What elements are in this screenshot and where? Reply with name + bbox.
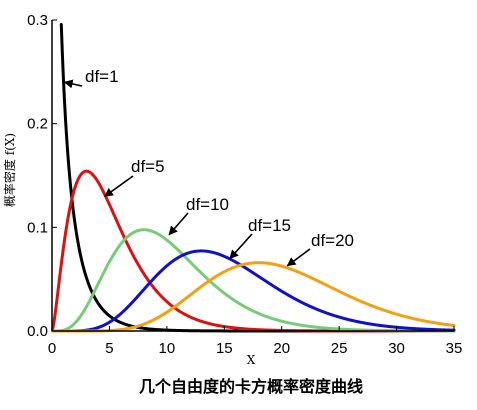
x-axis-label: X bbox=[247, 353, 256, 367]
annotation-arrow-df20 bbox=[286, 248, 311, 267]
x-tick-label: 10 bbox=[159, 340, 176, 357]
y-tick-label: 0.2 bbox=[27, 116, 48, 133]
curve-df20 bbox=[51, 261, 456, 333]
ticks-layer: 0 5 10 15 20 25 30 35 0.0 0.1 0.2 0.3 bbox=[27, 12, 462, 357]
x-tick-label: 30 bbox=[388, 340, 405, 357]
chart-title: 几个自由度的卡方概率密度曲线 bbox=[139, 377, 363, 396]
annotation-label-df10: df=10 bbox=[186, 195, 229, 214]
curve-df15 bbox=[51, 249, 456, 333]
curve-df1 bbox=[59, 23, 456, 333]
y-tick-label: 0.1 bbox=[27, 219, 48, 236]
annotation-label-df5: df=5 bbox=[131, 157, 165, 176]
annotation-arrow-df5 bbox=[104, 175, 134, 197]
curve-df5 bbox=[51, 169, 456, 333]
annotation-arrow-df1 bbox=[63, 79, 83, 89]
annotation-arrow-df15 bbox=[229, 233, 253, 260]
x-tick-label: 20 bbox=[273, 340, 290, 357]
annotations-layer: df=1 df=5 df=10 df=15 df=20 bbox=[63, 67, 354, 267]
y-axis-label: 概率密度 f(X) bbox=[2, 133, 17, 207]
x-tick-label: 25 bbox=[331, 340, 348, 357]
y-tick-label: 0.0 bbox=[27, 323, 48, 340]
axes-layer bbox=[51, 20, 454, 332]
y-tick-label: 0.3 bbox=[27, 12, 48, 29]
curve-df10 bbox=[51, 228, 456, 333]
x-tick-label: 15 bbox=[216, 340, 233, 357]
annotation-label-df15: df=15 bbox=[248, 216, 291, 235]
x-tick-label: 5 bbox=[105, 340, 113, 357]
annotation-arrow-df10 bbox=[168, 212, 189, 236]
x-tick-label: 0 bbox=[48, 340, 56, 357]
annotation-label-df20: df=20 bbox=[311, 231, 354, 250]
x-tick-label: 35 bbox=[446, 340, 463, 357]
annotation-label-df1: df=1 bbox=[85, 67, 119, 86]
